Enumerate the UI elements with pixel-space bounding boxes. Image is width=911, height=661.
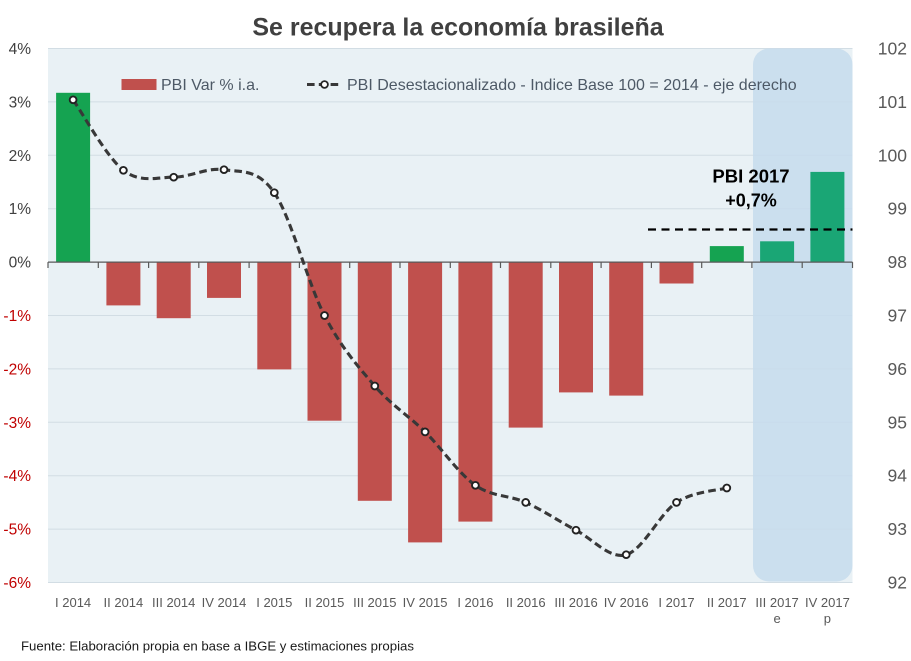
svg-text:100: 100 bbox=[878, 145, 907, 165]
svg-text:92: 92 bbox=[888, 573, 907, 593]
svg-text:99: 99 bbox=[888, 199, 907, 219]
svg-text:93: 93 bbox=[888, 519, 907, 539]
svg-text:101: 101 bbox=[878, 92, 907, 112]
svg-text:96: 96 bbox=[888, 359, 907, 379]
svg-text:PBI Desestacionalizado - Indic: PBI Desestacionalizado - Indice Base 100… bbox=[347, 77, 797, 94]
svg-text:I 2015: I 2015 bbox=[256, 595, 292, 610]
svg-text:IV 2014: IV 2014 bbox=[202, 595, 247, 610]
svg-text:II 2015: II 2015 bbox=[305, 595, 345, 610]
svg-text:IV 2017: IV 2017 bbox=[805, 595, 850, 610]
svg-text:II 2017: II 2017 bbox=[707, 595, 747, 610]
svg-text:Se recupera la economía brasil: Se recupera la economía brasileña bbox=[252, 14, 664, 42]
svg-text:PBI Var % i.a.: PBI Var % i.a. bbox=[161, 77, 259, 94]
svg-text:3%: 3% bbox=[9, 94, 32, 111]
svg-text:2%: 2% bbox=[9, 148, 32, 165]
svg-text:-1%: -1% bbox=[3, 308, 31, 325]
svg-text:I 2014: I 2014 bbox=[55, 595, 91, 610]
svg-text:I 2016: I 2016 bbox=[457, 595, 493, 610]
svg-text:95: 95 bbox=[888, 412, 907, 432]
svg-text:IV 2016: IV 2016 bbox=[604, 595, 649, 610]
svg-text:Fuente: Elaboración propia en: Fuente: Elaboración propia en base a IBG… bbox=[21, 639, 414, 654]
svg-text:102: 102 bbox=[878, 39, 907, 59]
svg-text:e: e bbox=[773, 611, 780, 626]
svg-text:I 2017: I 2017 bbox=[658, 595, 694, 610]
svg-text:4%: 4% bbox=[9, 41, 32, 58]
svg-text:-2%: -2% bbox=[3, 361, 31, 378]
svg-text:-4%: -4% bbox=[3, 468, 31, 485]
svg-text:97: 97 bbox=[888, 306, 907, 326]
svg-text:0%: 0% bbox=[9, 255, 32, 272]
svg-text:IV 2015: IV 2015 bbox=[403, 595, 448, 610]
svg-text:III 2014: III 2014 bbox=[152, 595, 195, 610]
svg-text:98: 98 bbox=[888, 252, 907, 272]
svg-text:PBI 2017: PBI 2017 bbox=[712, 166, 789, 187]
svg-text:1%: 1% bbox=[9, 201, 32, 218]
svg-text:III 2017: III 2017 bbox=[755, 595, 798, 610]
svg-text:p: p bbox=[824, 611, 831, 626]
svg-text:III 2016: III 2016 bbox=[554, 595, 597, 610]
svg-text:+0,7%: +0,7% bbox=[725, 191, 777, 211]
svg-text:II 2014: II 2014 bbox=[104, 595, 144, 610]
svg-text:-5%: -5% bbox=[3, 522, 31, 539]
svg-text:-3%: -3% bbox=[3, 415, 31, 432]
svg-text:-6%: -6% bbox=[3, 575, 31, 592]
svg-text:94: 94 bbox=[888, 466, 908, 486]
svg-text:II 2016: II 2016 bbox=[506, 595, 546, 610]
svg-text:III 2015: III 2015 bbox=[353, 595, 396, 610]
